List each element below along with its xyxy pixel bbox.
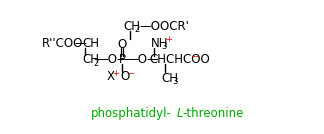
Text: —: —: [75, 37, 87, 50]
Text: −: −: [191, 52, 199, 61]
Text: +: +: [165, 35, 172, 44]
Text: −: −: [127, 69, 134, 78]
Text: CHCHCOO: CHCHCOO: [149, 53, 210, 66]
Text: —O—: —O—: [127, 53, 159, 66]
Text: CH: CH: [82, 53, 99, 66]
Text: CH: CH: [82, 37, 99, 50]
Text: NH: NH: [151, 37, 168, 50]
Text: 2: 2: [134, 25, 140, 34]
Text: L: L: [177, 107, 183, 120]
Text: P: P: [118, 53, 125, 66]
Text: O: O: [120, 70, 130, 83]
Text: 2: 2: [93, 59, 98, 68]
Text: 3: 3: [172, 77, 178, 86]
Text: +: +: [112, 69, 120, 78]
Text: R''COO: R''COO: [42, 37, 83, 50]
Text: phosphatidyl-: phosphatidyl-: [91, 107, 172, 120]
Text: CH: CH: [123, 20, 140, 33]
Text: X: X: [106, 70, 114, 83]
Text: -threonine: -threonine: [182, 107, 244, 120]
Text: —O—: —O—: [96, 53, 129, 66]
Text: O: O: [117, 38, 126, 51]
Text: CH: CH: [161, 72, 179, 85]
Text: 3: 3: [161, 42, 167, 51]
Text: —OOCR': —OOCR': [139, 20, 189, 33]
